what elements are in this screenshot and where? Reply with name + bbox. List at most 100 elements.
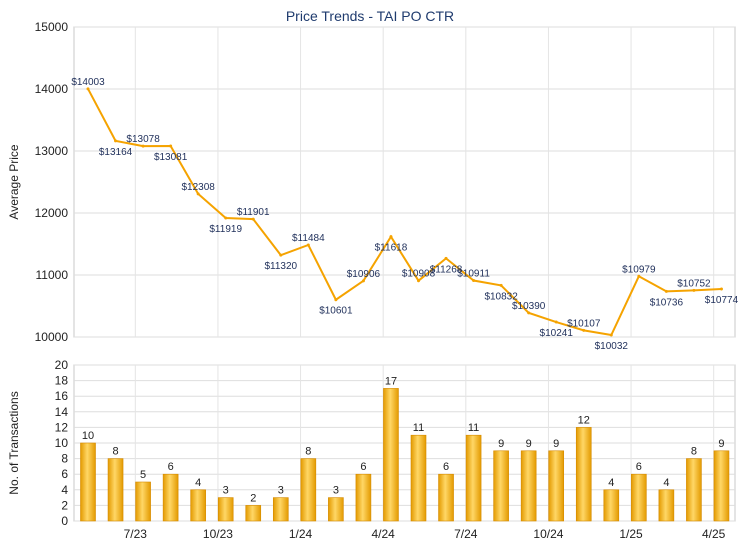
- transaction-bar-label: 8: [305, 446, 311, 458]
- transaction-bar-label: 9: [526, 438, 532, 450]
- price-point: [224, 216, 228, 220]
- price-data-label: $10752: [677, 278, 711, 289]
- transaction-bar: [245, 505, 262, 522]
- transaction-bar-label: 4: [195, 477, 201, 489]
- transaction-bar-label: 11: [413, 422, 424, 434]
- transaction-bar: [107, 458, 124, 522]
- price-y-tick-label: 15000: [35, 20, 69, 34]
- price-point: [279, 253, 283, 257]
- price-point: [719, 287, 723, 291]
- transactions-y-tick-label: 10: [55, 436, 69, 450]
- price-data-label: $13164: [99, 147, 133, 158]
- transaction-bar: [438, 473, 454, 522]
- transaction-bar-label: 9: [553, 438, 559, 450]
- price-point: [141, 144, 145, 148]
- transaction-bar-label: 10: [82, 430, 94, 442]
- x-tick-label: 10/24: [533, 527, 563, 541]
- transaction-bar: [465, 434, 482, 522]
- price-point: [169, 144, 173, 148]
- price-data-label: $10832: [484, 291, 518, 302]
- price-data-label: $10906: [347, 269, 381, 280]
- price-point: [527, 311, 531, 315]
- transaction-bar: [217, 497, 234, 522]
- price-point: [114, 139, 118, 143]
- transaction-bar-label: 3: [223, 485, 229, 497]
- price-y-tick-label: 11000: [36, 268, 69, 282]
- price-data-label: $11320: [264, 261, 297, 272]
- price-point: [334, 298, 338, 302]
- x-tick-label: 1/24: [289, 527, 313, 541]
- price-data-label: $11484: [292, 233, 325, 244]
- price-axis-title: Average Price: [7, 144, 21, 219]
- transactions-data-labels: 10 8 5 6 4 3 2 3 8 3 6 17 11 6 11 9 9 9 12 4 6 4 8 9: [82, 375, 725, 504]
- transaction-bar-label: 5: [140, 469, 146, 481]
- price-y-ticks: 10000 11000 12000 13000 14000 15000: [35, 20, 69, 344]
- transactions-y-tick-label: 14: [55, 405, 69, 419]
- transaction-bar-label: 6: [360, 461, 366, 473]
- price-data-label: $10736: [650, 297, 684, 308]
- transactions-y-tick-label: 6: [61, 467, 68, 481]
- transactions-y-tick-label: 16: [55, 389, 69, 403]
- price-data-label: $10979: [622, 264, 656, 275]
- x-tick-label: 7/23: [124, 527, 148, 541]
- price-data-label: $10107: [567, 318, 601, 329]
- price-data-label: $10911: [457, 269, 490, 280]
- price-y-tick-label: 14000: [35, 82, 69, 96]
- price-y-tick-label: 10000: [35, 330, 69, 344]
- transaction-bar: [575, 427, 592, 522]
- transactions-y-tick-label: 20: [55, 358, 69, 372]
- transaction-bar: [272, 497, 289, 522]
- chart-title: Price Trends - TAI PO CTR: [286, 8, 454, 24]
- price-data-label: $10908: [402, 269, 436, 280]
- price-point: [554, 320, 558, 324]
- transaction-bar-label: 11: [468, 422, 479, 434]
- transaction-bar-label: 9: [498, 438, 504, 450]
- transaction-bar-label: 12: [578, 414, 590, 426]
- transaction-bar: [300, 458, 317, 522]
- price-point: [361, 279, 365, 283]
- x-tick-label: 4/25: [702, 527, 726, 541]
- price-data-label: $10241: [540, 328, 574, 339]
- transaction-bar: [603, 489, 620, 522]
- price-plot-frame: [73, 26, 736, 338]
- transactions-y-tick-label: 18: [55, 374, 69, 388]
- x-tick-label: 10/23: [203, 527, 233, 541]
- transaction-bar: [713, 450, 730, 522]
- price-point: [609, 333, 613, 337]
- transactions-y-tick-label: 4: [61, 483, 68, 497]
- price-data-label: $10601: [319, 306, 353, 317]
- transaction-bar: [548, 450, 565, 522]
- transaction-bar: [190, 489, 206, 522]
- transaction-bar-label: 6: [636, 461, 642, 473]
- transaction-bar-label: 3: [333, 485, 339, 497]
- price-data-label: $14003: [71, 77, 105, 88]
- price-data-label: $10390: [512, 301, 546, 312]
- price-point: [664, 289, 668, 293]
- transactions-y-tick-label: 2: [61, 498, 68, 512]
- price-point: [306, 243, 310, 247]
- price-data-label: $11901: [237, 207, 270, 218]
- price-y-tick-label: 12000: [35, 206, 69, 220]
- transaction-bar: [383, 388, 399, 522]
- price-data-labels: $14003 $13164 $13078 $13081 $12308 $11919 $119…: [71, 77, 738, 352]
- transaction-bar-label: 4: [608, 477, 614, 489]
- transaction-bar: [658, 489, 675, 522]
- transaction-bar-label: 17: [385, 375, 397, 387]
- price-data-label: $11268: [430, 264, 463, 275]
- transaction-bar-label: 8: [691, 446, 697, 458]
- price-grid: [73, 26, 736, 338]
- transaction-bar-label: 6: [168, 461, 174, 473]
- price-point: [86, 87, 90, 91]
- transaction-bar: [686, 458, 702, 522]
- transaction-bar: [328, 497, 344, 522]
- transaction-bar-label: 6: [443, 461, 449, 473]
- price-data-label: $11618: [375, 243, 408, 254]
- price-point: [499, 283, 503, 287]
- price-point: [472, 279, 476, 283]
- price-line-series: [86, 87, 723, 337]
- transaction-bar-label: 4: [663, 477, 669, 489]
- price-line: [87, 88, 722, 337]
- price-data-label: $12308: [181, 182, 215, 193]
- price-point: [251, 217, 255, 221]
